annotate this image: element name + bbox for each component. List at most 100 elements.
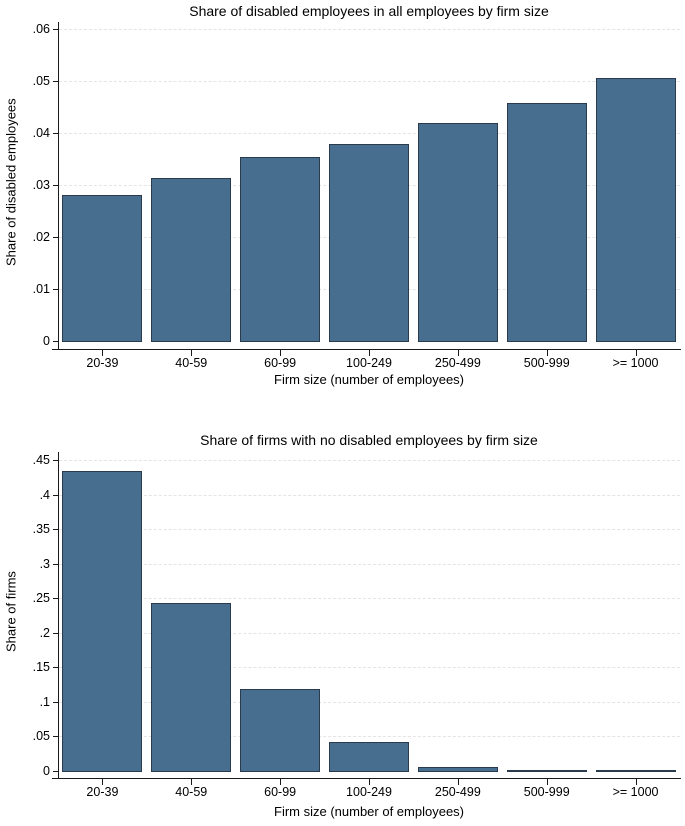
chart-title: Share of disabled employees in all emplo… [189, 3, 549, 19]
x-tick-label: 250-499 [434, 785, 481, 799]
bar-250-499 [417, 122, 498, 342]
bar-60-99 [240, 689, 321, 772]
x-tick-mark [102, 350, 104, 356]
x-tick-label: 500-999 [523, 785, 570, 799]
y-tick-label: .03 [32, 178, 50, 192]
y-gridline [59, 598, 680, 600]
y-tick-mark [53, 81, 58, 82]
x-tick-label: 100-249 [346, 785, 392, 799]
y-tick-label: .35 [32, 522, 50, 537]
x-tick-mark [457, 350, 459, 356]
y-tick-mark [53, 598, 58, 600]
x-tick-mark [546, 350, 548, 356]
y-tick-mark [53, 494, 58, 496]
y-tick-mark [53, 133, 58, 134]
y-gridline [59, 632, 680, 634]
x-axis-line [52, 349, 681, 350]
y-tick-mark [53, 632, 58, 634]
y-gridline [59, 81, 680, 82]
plot-area [58, 22, 680, 342]
bar-20-39 [62, 194, 143, 342]
y-tick-mark [53, 736, 58, 738]
y-tick-label: 0 [43, 334, 50, 348]
y-tick-label: .02 [32, 230, 50, 244]
y-tick-mark [53, 771, 58, 772]
y-tick-mark [53, 237, 58, 238]
y-tick-label: .25 [32, 591, 50, 606]
x-tick-label: 500-999 [523, 356, 570, 370]
y-gridline [59, 701, 680, 703]
y-tick-mark [53, 563, 58, 565]
bar-40-59 [151, 603, 232, 772]
bar-40-59 [151, 177, 232, 342]
y-gridline [59, 529, 680, 531]
y-tick-mark [53, 529, 58, 531]
x-tick-mark [369, 350, 370, 356]
y-tick-mark [53, 289, 58, 290]
bar-60-99 [240, 156, 321, 342]
bar-500-999 [506, 103, 587, 342]
x-tick-mark [635, 350, 637, 356]
bar->= 1000 [595, 78, 676, 342]
bar-100-249 [329, 742, 409, 772]
y-tick-label: .4 [39, 487, 50, 502]
x-tick-mark [102, 779, 104, 785]
x-axis-line [52, 778, 681, 779]
x-tick-mark [280, 350, 282, 356]
y-gridline [59, 29, 680, 30]
y-gridline [59, 563, 680, 565]
y-tick-label: .45 [32, 453, 50, 467]
x-tick-mark [191, 350, 193, 356]
y-tick-label: 0 [43, 764, 50, 778]
x-tick-mark [191, 779, 193, 785]
y-tick-label: .04 [32, 126, 50, 140]
x-tick-label: >= 1000 [612, 785, 659, 799]
x-tick-mark [280, 779, 282, 785]
y-tick-label: .05 [32, 729, 50, 744]
x-tick-label: 250-499 [434, 356, 481, 370]
bar-250-499 [417, 767, 498, 772]
y-tick-label: .15 [32, 660, 50, 675]
x-tick-label: 40-59 [175, 356, 208, 370]
bar-500-999 [506, 770, 587, 772]
y-gridline [59, 494, 680, 496]
y-tick-label: .1 [39, 694, 50, 709]
x-tick-mark [546, 779, 548, 785]
x-axis-title: Firm size (number of employees) [274, 372, 464, 387]
x-tick-label: 100-249 [346, 356, 392, 370]
bar-20-39 [62, 470, 143, 772]
y-tick-label: .06 [32, 22, 50, 36]
x-tick-label: 60-99 [264, 785, 297, 799]
y-tick-mark [53, 341, 58, 342]
y-tick-mark [53, 701, 58, 703]
y-axis-line [58, 22, 59, 349]
y-tick-mark [53, 29, 58, 30]
x-tick-mark [635, 779, 637, 785]
y-tick-label: .05 [32, 74, 50, 88]
bar-100-249 [329, 144, 409, 342]
x-tick-label: 40-59 [175, 785, 208, 799]
y-tick-mark [53, 460, 58, 461]
y-axis-line [58, 452, 59, 778]
y-tick-label: .2 [39, 625, 50, 640]
x-tick-label: 60-99 [264, 356, 297, 370]
y-gridline [59, 133, 680, 134]
plot-area [58, 452, 680, 772]
y-tick-label: .01 [32, 282, 50, 296]
chart-title: Share of firms with no disabled employee… [200, 432, 538, 448]
y-tick-mark [53, 667, 58, 669]
chart-share-of-disabled-employees: Share of disabled employees in all emplo… [4, 3, 681, 387]
y-gridline [59, 460, 680, 461]
chart-share-of-firms-no-disabled-employees: Share of firms with no disabled employee… [0, 424, 685, 826]
y-gridline [59, 667, 680, 669]
y-gridline [59, 736, 680, 738]
x-tick-label: 20-39 [86, 356, 119, 370]
x-axis-title: Firm size (number of employees) [274, 804, 464, 819]
y-tick-label: .3 [39, 556, 50, 571]
x-tick-mark [457, 779, 459, 785]
x-tick-label: >= 1000 [612, 356, 659, 370]
x-tick-mark [369, 779, 370, 785]
bar->= 1000 [595, 770, 676, 772]
y-tick-mark [53, 185, 58, 186]
